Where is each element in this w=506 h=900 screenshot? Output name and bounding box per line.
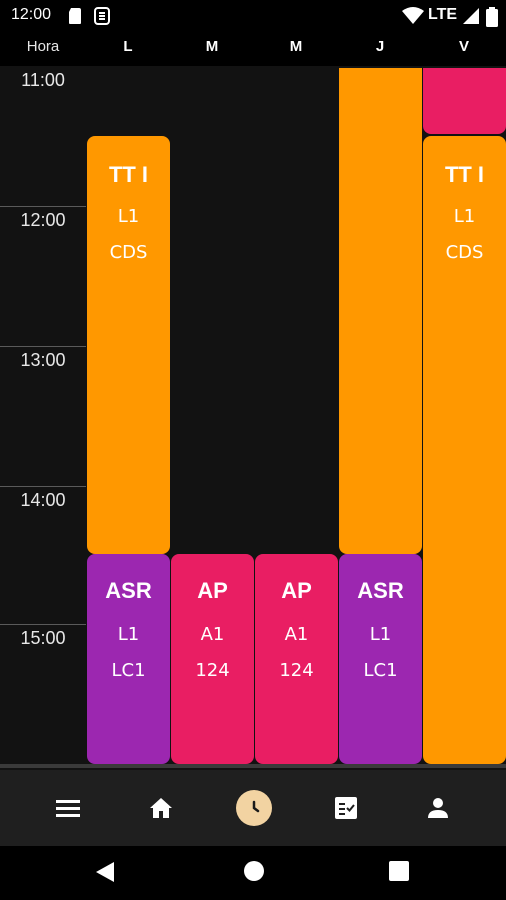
day-header-friday: V <box>458 38 469 55</box>
status-time: 12:00 <box>11 6 52 23</box>
schedule-grid[interactable]: 11:00 12:00 13:00 14:00 15:00 TT I L1 CD… <box>0 66 506 768</box>
class-room: 124 <box>279 660 314 681</box>
class-group: L1 <box>453 206 476 227</box>
day-header-wednesday: M <box>289 38 303 55</box>
hour-divider <box>0 486 86 487</box>
class-block-thursday-morning[interactable] <box>339 68 422 554</box>
checklist-icon[interactable] <box>326 788 366 828</box>
class-room: CDS <box>109 242 148 263</box>
class-room: CDS <box>445 242 484 263</box>
recents-icon[interactable] <box>389 861 409 885</box>
home-icon[interactable] <box>141 788 181 828</box>
app-notification-icon <box>94 7 110 29</box>
menu-icon[interactable] <box>48 788 88 828</box>
class-block[interactable]: AP A1 124 <box>255 554 338 764</box>
class-title: AP <box>281 578 312 603</box>
hour-label: 11:00 <box>21 70 65 90</box>
class-room: 124 <box>195 660 230 681</box>
class-title: ASR <box>105 578 152 603</box>
class-block[interactable]: TT I L1 CDS <box>423 136 506 764</box>
hour-label: 14:00 <box>20 490 66 510</box>
class-group: L1 <box>117 206 140 227</box>
battery-icon <box>486 7 498 31</box>
class-group: A1 <box>284 624 309 645</box>
hour-divider <box>0 346 86 347</box>
bottom-navigation <box>0 770 506 846</box>
class-group: L1 <box>117 624 140 645</box>
home-circle-icon[interactable] <box>243 860 265 886</box>
clock-icon[interactable] <box>236 790 272 826</box>
class-title: ASR <box>357 578 404 603</box>
schedule-header: Hora L M M J V <box>0 32 506 66</box>
class-group: L1 <box>369 624 392 645</box>
class-block[interactable]: ASR L1 LC1 <box>87 554 170 764</box>
class-block[interactable]: ASR L1 LC1 <box>339 554 422 764</box>
day-header-thursday: J <box>375 38 385 55</box>
hour-label: 13:00 <box>20 350 66 370</box>
day-header-tuesday: M <box>205 38 219 55</box>
hour-divider <box>0 624 86 625</box>
hour-label: 15:00 <box>20 628 66 648</box>
class-block-friday-morning[interactable] <box>423 68 506 134</box>
class-title: AP <box>197 578 228 603</box>
class-block[interactable]: AP A1 124 <box>171 554 254 764</box>
class-room: LC1 <box>363 660 398 681</box>
back-icon[interactable] <box>94 860 116 888</box>
network-type: LTE <box>428 6 458 23</box>
class-room: LC1 <box>111 660 146 681</box>
grid-bottom-divider <box>0 764 506 768</box>
wifi-icon <box>402 7 424 29</box>
cellular-signal-icon <box>462 7 480 29</box>
class-title: TT I <box>108 162 149 187</box>
hour-divider <box>0 206 86 207</box>
person-icon[interactable] <box>418 788 458 828</box>
hour-label: 12:00 <box>20 210 66 230</box>
status-bar: 12:00 LTE <box>0 0 506 32</box>
system-navigation <box>0 846 506 900</box>
class-title: TT I <box>444 162 485 187</box>
class-block[interactable]: TT I L1 CDS <box>87 136 170 554</box>
class-group: A1 <box>200 624 225 645</box>
hour-column-header: Hora <box>26 38 60 55</box>
day-header-monday: L <box>123 38 133 55</box>
sd-card-icon <box>68 7 82 29</box>
